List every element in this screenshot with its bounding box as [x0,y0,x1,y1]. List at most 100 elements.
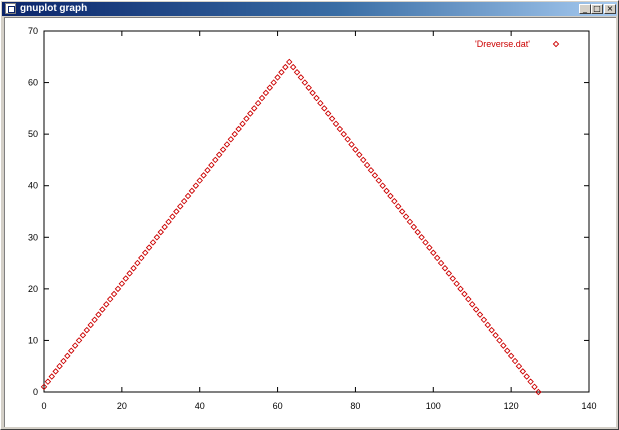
data-point [149,239,157,246]
data-point [449,275,456,282]
data-point [130,264,137,272]
data-point [122,275,129,282]
data-point [219,146,227,153]
data-point [465,295,472,303]
data-point [192,182,200,189]
data-point [270,79,277,86]
data-point [375,177,383,184]
data-point [79,332,87,339]
x-tick-label: 100 [426,401,441,411]
data-point [398,208,406,215]
data-point [87,321,94,329]
x-tick-label: 0 [41,401,46,411]
data-point [379,182,386,189]
data-point [254,99,262,107]
data-point [145,244,153,251]
x-tick-label: 40 [195,401,205,411]
data-point [472,306,480,313]
plot-area: 0 20 40 60 80 100 120 140 0 10 20 30 40 50 60 70 'Drever… [4,17,616,427]
data-point [177,203,184,210]
data-point [180,197,188,205]
data-point [391,197,398,205]
data-point [461,290,468,298]
x-tick-label: 80 [350,401,360,411]
data-point [433,254,441,262]
data-point [430,249,437,256]
data-point [418,234,425,241]
data-point [445,270,453,277]
data-point [274,74,281,81]
data-point [95,311,102,318]
y-tick-label: 60 [28,78,38,88]
data-point [227,136,235,143]
data-point [332,120,340,128]
data-point [305,84,312,91]
data-point [71,342,79,349]
data-point [297,74,305,81]
data-point [212,156,219,164]
data-point [239,120,246,128]
y-tick-label: 20 [28,284,38,294]
data-point [243,115,250,122]
data-point [504,347,511,354]
data-point [184,192,192,200]
data-point [56,362,63,370]
data-point [367,167,375,174]
data-point [114,285,122,293]
data-point [126,270,133,277]
data-point [363,161,371,169]
data-point [519,368,527,375]
data-point [321,105,328,112]
data-point [336,125,344,133]
data-point [356,151,363,159]
data-point [134,259,141,267]
data-point [324,110,332,117]
data-point [488,326,495,334]
minimize-button[interactable]: _ [579,4,591,14]
data-point [492,332,499,339]
x-tick-label: 60 [273,401,283,411]
data-point [293,69,301,76]
data-point [153,234,161,241]
data-point [141,249,149,256]
data-point [348,141,355,148]
data-point [317,99,324,107]
data-point [422,239,429,246]
data-point [165,218,172,226]
data-point [484,321,492,329]
data-point [328,115,336,122]
title-bar[interactable]: gnuplot graph _ □ × [2,2,617,16]
data-point [359,156,367,164]
data-point [468,301,476,308]
data-point [395,203,402,210]
x-tick-label: 20 [117,401,127,411]
data-point [313,94,320,102]
data-point [258,94,266,102]
y-tick-label: 50 [28,129,38,139]
data-point [231,130,238,138]
data-point [223,141,231,148]
data-point [64,352,71,360]
data-point [161,223,168,231]
data-point [282,63,289,71]
data-point [406,218,414,226]
data-point [44,378,52,385]
data-point [527,378,534,385]
data-point [83,326,91,334]
data-point [204,167,211,174]
data-point [262,89,270,97]
x-tick-label: 140 [581,401,596,411]
window-title: gnuplot graph [20,3,88,14]
app-icon[interactable] [5,3,16,14]
data-point [289,63,297,71]
data-point [441,264,449,272]
data-point [52,368,59,375]
close-button[interactable]: × [604,4,616,14]
maximize-button[interactable]: □ [591,4,603,14]
data-point [480,316,488,324]
y-tick-label: 30 [28,232,38,242]
data-point [266,84,274,91]
data-point [476,311,484,318]
data-point [106,295,114,303]
